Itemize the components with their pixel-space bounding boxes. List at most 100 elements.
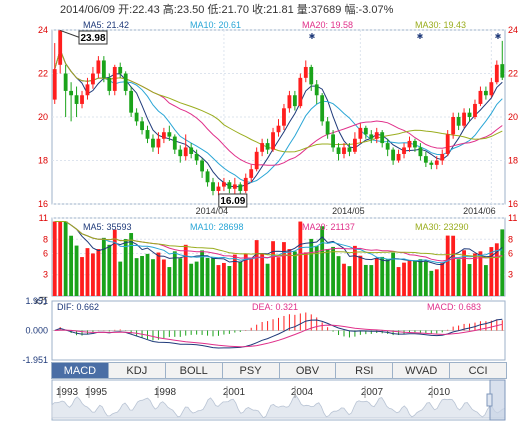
candle — [314, 80, 319, 104]
volume-bar — [500, 229, 505, 296]
volume-bar — [402, 262, 406, 296]
close-value: 21.81 — [266, 4, 294, 16]
candle-body — [118, 66, 123, 74]
candle — [434, 156, 439, 170]
candle — [260, 138, 265, 157]
candle — [287, 90, 292, 113]
candle — [140, 117, 144, 135]
tab-cci[interactable]: CCI — [468, 364, 488, 377]
candle-body — [374, 132, 379, 139]
volume-bar — [156, 252, 161, 296]
volume-tick-left: 8 — [43, 234, 48, 244]
volume-bar — [292, 251, 297, 296]
candle-body — [156, 138, 161, 148]
candle-legend-item: MA30: 19.43 — [415, 20, 466, 30]
macd-tick-left: -1.951 — [22, 355, 48, 365]
candle-body — [145, 130, 150, 139]
volume-bar — [467, 264, 472, 296]
volume-bar — [396, 267, 401, 296]
tab-macd[interactable]: MACD — [52, 363, 109, 378]
candle — [385, 138, 390, 157]
candle — [178, 145, 183, 163]
macd-legend-item: MACD: 0.683 — [427, 302, 481, 312]
candle-body — [462, 112, 466, 126]
volume-bar — [456, 259, 461, 296]
volume-bar — [74, 245, 79, 296]
candle — [282, 103, 286, 131]
volume-bar — [462, 250, 466, 296]
price-tick-left: 18 — [38, 156, 48, 166]
volume-tick-left: 11 — [39, 213, 48, 223]
volume-bar — [101, 237, 106, 296]
candle — [63, 64, 68, 117]
candle-body — [178, 149, 183, 157]
candle — [222, 177, 226, 191]
candle-legend-item: MA5: 21.42 — [83, 20, 129, 30]
volume-bar — [216, 265, 221, 296]
candle — [429, 160, 434, 170]
header-date: 2014/06/09 — [60, 4, 116, 16]
candle-body — [451, 117, 456, 135]
candle-body — [483, 90, 488, 96]
candle-body — [238, 184, 243, 191]
low-label: 低: — [207, 4, 222, 16]
volume-bar — [451, 235, 456, 296]
timeline-year-label: 2007 — [361, 387, 384, 398]
tab-kdj[interactable]: KDJ — [109, 363, 166, 378]
volume-bar — [161, 259, 166, 296]
candle-body — [402, 147, 406, 154]
tab-rsi[interactable]: RSI — [336, 363, 394, 378]
timeline-year-label: 2004 — [291, 387, 314, 398]
candle — [151, 134, 155, 152]
volume-bar — [489, 247, 494, 296]
volume-bar — [429, 270, 434, 296]
candle-body — [183, 147, 188, 157]
candle — [227, 180, 232, 194]
candle — [69, 82, 74, 122]
candle — [473, 99, 477, 120]
volume-bar — [303, 252, 308, 296]
candle-body — [385, 143, 390, 150]
candle — [85, 77, 90, 100]
candle — [336, 143, 341, 161]
candle — [183, 134, 188, 161]
candle-body — [298, 77, 303, 107]
candle — [74, 86, 79, 117]
tab-boll[interactable]: BOLL — [166, 363, 223, 378]
volume-bar — [363, 264, 368, 296]
tab-wvad[interactable]: WVAD — [393, 363, 451, 378]
candle — [271, 127, 275, 152]
candle — [331, 130, 335, 152]
volume-bar — [243, 253, 248, 296]
candle — [494, 60, 499, 85]
change-label: 幅: — [344, 4, 359, 16]
candle-body — [314, 84, 319, 96]
volume-bar — [227, 266, 232, 296]
macd-tick-left: 1.951 — [25, 296, 48, 306]
volume-bar — [69, 235, 74, 296]
volume-bar — [369, 265, 374, 296]
candle-legend-item: MA10: 20.61 — [190, 20, 241, 30]
candle — [483, 86, 488, 100]
candle — [205, 169, 210, 187]
tab-obv[interactable]: OBV — [280, 363, 337, 378]
candle-body — [74, 95, 79, 104]
candle — [211, 177, 215, 196]
marker-icon: ✱ — [309, 32, 316, 41]
volume-bar — [434, 269, 439, 296]
volume-tick-left: 3 — [43, 270, 48, 280]
volume-bar — [58, 221, 63, 296]
volume-unit-label: x万 — [34, 296, 48, 306]
timeline-drag-handle[interactable] — [486, 393, 493, 407]
candle — [462, 108, 466, 128]
candle-body — [320, 95, 325, 122]
tab-psy[interactable]: PSY — [223, 363, 280, 378]
volume-legend-item: MA10: 28698 — [190, 222, 244, 232]
header-quote: 2014/06/09 开:22.43 高:23.50 低:21.70 收:21.… — [60, 1, 393, 17]
candle-body — [232, 184, 237, 189]
volume-tick-right: 8 — [508, 234, 513, 244]
candle-body — [161, 132, 166, 139]
candle — [189, 143, 194, 159]
volume-bar — [276, 257, 281, 296]
